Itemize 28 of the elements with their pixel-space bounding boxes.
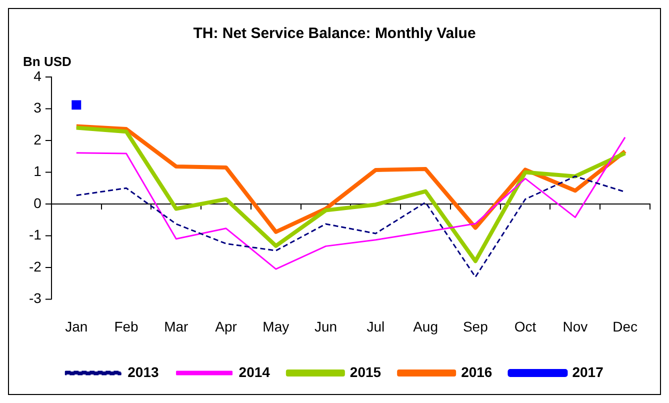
- y-axis-title: Bn USD: [23, 54, 72, 70]
- y-tick-label: 3: [34, 100, 42, 116]
- y-tick-label: 1: [34, 163, 42, 180]
- x-tick-label: Oct: [514, 318, 536, 334]
- y-tick-label: -1: [28, 226, 42, 243]
- x-tick-label: Jul: [366, 318, 385, 334]
- y-tick-label: -2: [28, 258, 42, 274]
- x-tick-label: Aug: [413, 318, 438, 334]
- x-tick-label: Dec: [612, 318, 638, 334]
- y-tick-label: 0: [34, 194, 42, 211]
- chart-title: TH: Net Service Balance: Monthly Value: [193, 25, 476, 42]
- y-tick-label: 2: [34, 131, 42, 148]
- legend-label: 2016: [461, 364, 492, 380]
- legend-label: 2015: [350, 364, 382, 380]
- y-tick-label: 4: [34, 68, 42, 84]
- line-series: [76, 176, 626, 278]
- x-tick-label: Jan: [65, 318, 88, 334]
- y-tick-label: -3: [28, 290, 42, 306]
- x-tick-label: Sep: [462, 318, 488, 334]
- legend-label: 2013: [128, 364, 159, 380]
- x-tick-label: Mar: [164, 318, 189, 334]
- legend-label: 2014: [238, 364, 270, 380]
- x-tick-label: Nov: [562, 318, 588, 334]
- x-tick-label: Apr: [215, 318, 238, 334]
- x-tick-label: May: [262, 318, 290, 334]
- x-tick-label: Jun: [314, 318, 338, 334]
- x-tick-label: Feb: [114, 318, 139, 334]
- legend-label: 2017: [572, 364, 604, 380]
